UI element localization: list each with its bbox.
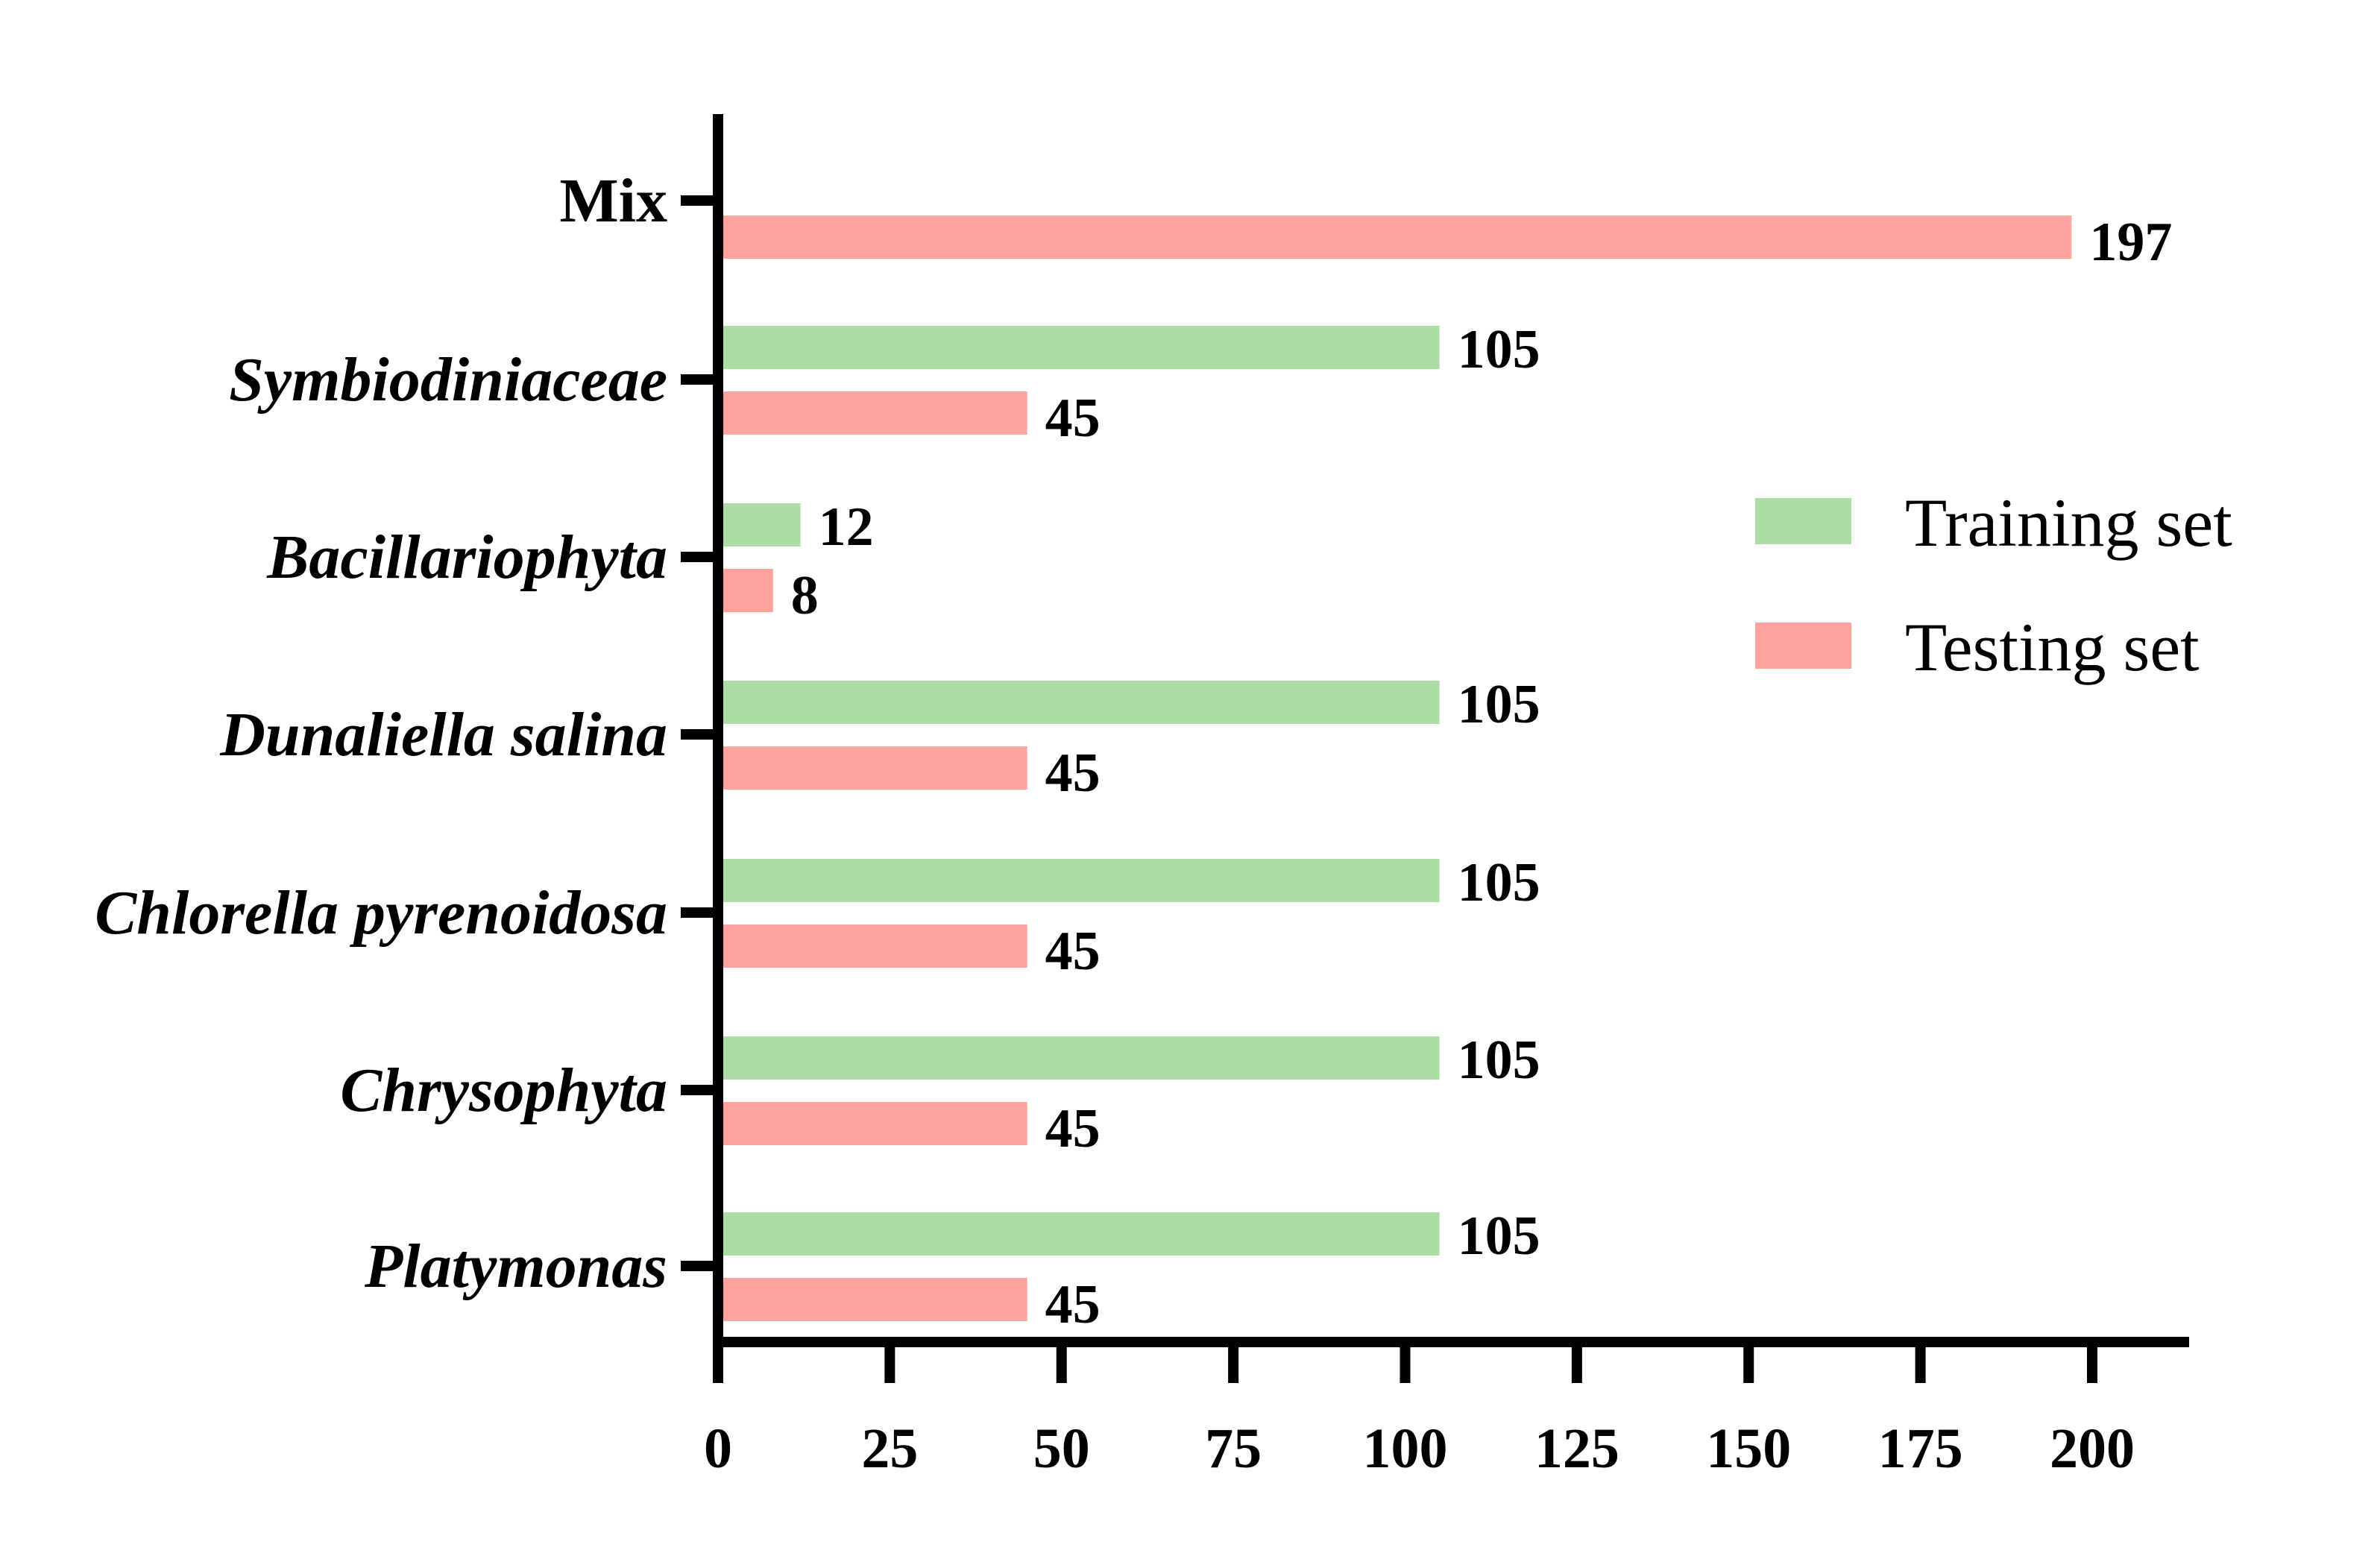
category-tick <box>681 1085 718 1095</box>
training-value-label: 105 <box>1458 1206 1540 1267</box>
testing-bar <box>722 746 1027 790</box>
category-tick <box>681 729 718 740</box>
legend-label: Testing set <box>1905 609 2200 685</box>
x-tick-label: 50 <box>1033 1417 1090 1480</box>
x-tick-label: 0 <box>704 1417 732 1480</box>
training-bar <box>722 503 801 547</box>
x-tick <box>713 1342 723 1383</box>
category-label: Chrysophyta <box>340 1056 667 1125</box>
testing-bar <box>722 925 1027 968</box>
x-tick-label: 200 <box>2050 1417 2135 1480</box>
x-tick-label: 100 <box>1363 1417 1448 1480</box>
testing-bar <box>722 1278 1027 1321</box>
legend: Training set Testing set <box>1755 485 2232 685</box>
y-axis-line <box>713 114 723 1347</box>
value-labels-group: 197 105 45 128 105 45 105 45 105 45 105 45 <box>791 212 2173 1335</box>
category-label: Platymonas <box>364 1232 667 1301</box>
x-tick-label: 150 <box>1706 1417 1791 1480</box>
category-label: Bacillariophyta <box>266 523 667 592</box>
training-value-label: 12 <box>819 497 874 558</box>
y-axis <box>681 114 723 1347</box>
category-labels-group: Mix Symbiodiniaceae Bacillariophyta Dunalie… <box>95 166 667 1301</box>
category-tick <box>681 195 718 206</box>
x-tick-label: 75 <box>1205 1417 1262 1480</box>
x-axis-line <box>713 1337 2189 1347</box>
training-bar <box>722 1036 1440 1080</box>
x-tick <box>2087 1342 2097 1383</box>
testing-value-label: 45 <box>1045 1274 1101 1335</box>
training-bar <box>722 859 1440 902</box>
category-tick <box>681 1261 718 1271</box>
training-value-label: 105 <box>1458 319 1540 380</box>
category-label: Chlorella pyrenoidosa <box>95 878 667 948</box>
testing-value-label: 45 <box>1045 921 1101 982</box>
legend-swatch <box>1755 498 1851 544</box>
training-value-label: 105 <box>1458 852 1540 913</box>
category-label: Symbiodiniaceae <box>229 345 667 415</box>
bars-group <box>722 215 2072 1321</box>
testing-value-label: 45 <box>1045 1098 1101 1159</box>
legend-swatch <box>1755 623 1851 669</box>
training-value-label: 105 <box>1458 1030 1540 1091</box>
testing-value-label: 45 <box>1045 388 1101 449</box>
testing-value-label: 45 <box>1045 743 1101 804</box>
category-tick <box>681 907 718 918</box>
training-value-label: 105 <box>1458 674 1540 735</box>
training-bar <box>722 326 1440 369</box>
x-tick <box>1915 1342 1926 1383</box>
x-tick <box>1056 1342 1067 1383</box>
x-tick <box>1743 1342 1754 1383</box>
category-label: Mix <box>559 166 667 236</box>
testing-value-label: 197 <box>2089 212 2172 273</box>
testing-bar <box>722 569 773 612</box>
x-tick <box>1400 1342 1411 1383</box>
testing-bar <box>722 1102 1027 1145</box>
category-tick <box>681 552 718 562</box>
x-axis: 0 25 50 75 100 125 150 175 200 <box>704 1337 2189 1480</box>
x-tick <box>884 1342 895 1383</box>
x-tick <box>1571 1342 1582 1383</box>
category-label: Dunaliella salina <box>219 700 667 769</box>
testing-bar <box>722 215 2072 259</box>
training-bar <box>722 1212 1440 1256</box>
legend-label: Training set <box>1905 485 2232 561</box>
training-bar <box>722 681 1440 724</box>
testing-value-label: 8 <box>791 565 819 626</box>
x-tick-label: 25 <box>861 1417 918 1480</box>
testing-bar <box>722 391 1027 435</box>
x-tick-label: 125 <box>1534 1417 1619 1480</box>
category-tick <box>681 374 718 385</box>
x-tick <box>1228 1342 1239 1383</box>
x-tick-label: 175 <box>1878 1417 1963 1480</box>
